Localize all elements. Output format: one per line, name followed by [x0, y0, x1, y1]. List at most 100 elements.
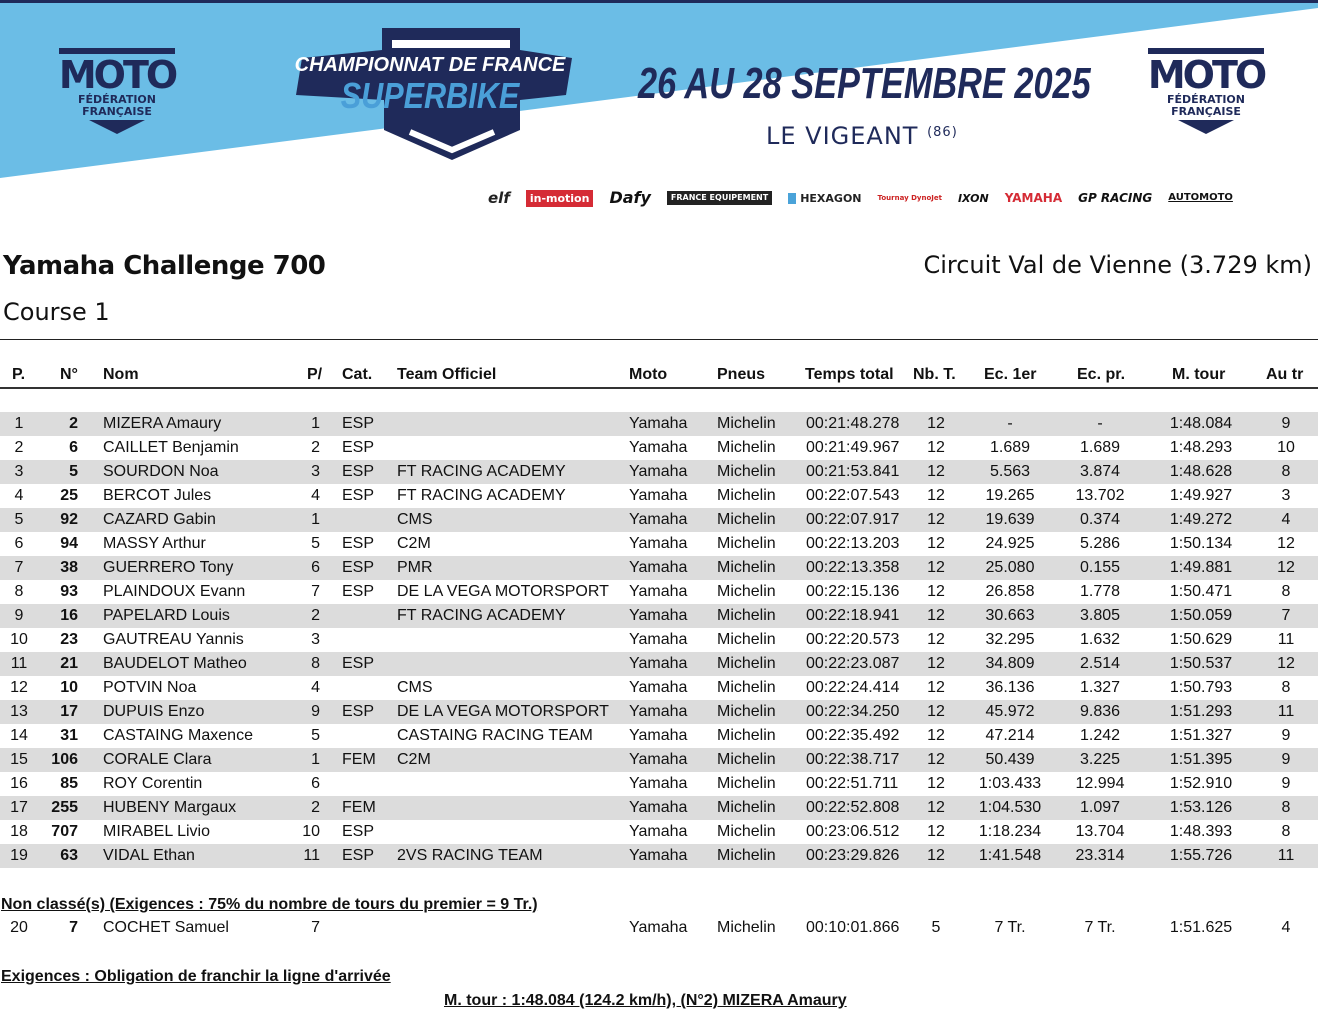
cell-gap-first: 25.080: [985, 559, 1035, 576]
cell-best-lap-number: 12: [1277, 559, 1295, 576]
cell-class-position: 5: [311, 727, 320, 744]
cell-gap-first: 5.563: [989, 463, 1031, 480]
cell-number: 255: [51, 799, 78, 816]
column-header-total-time: Temps total: [805, 366, 894, 383]
cell-gap-previous: 1.097: [1079, 799, 1121, 816]
cell-best-lap: 1:49.927: [1169, 487, 1233, 504]
cell-position: 17: [10, 799, 28, 816]
cell-laps: 12: [927, 799, 945, 816]
cell-best-lap-number: 4: [1281, 511, 1291, 528]
chevron-down-icon: [1178, 120, 1234, 135]
cell-category: ESP: [342, 487, 375, 504]
ffm-logo-sub2: FRANÇAISE: [82, 104, 152, 118]
cell-best-lap: 1:48.084: [1169, 415, 1233, 432]
cell-number: 63: [60, 847, 78, 864]
table-row: 4 25 BERCOT Jules 4 ESP FT RACING ACADEMY Yama…: [0, 484, 1318, 508]
cell-class-position: 10: [302, 823, 320, 840]
cell-total-time: 00:22:07.917: [806, 511, 900, 528]
cell-best-lap: 1:50.471: [1169, 583, 1233, 600]
cell-tyres: Michelin: [717, 583, 776, 600]
cell-best-lap: 1:50.059: [1169, 607, 1233, 624]
column-header-team: Team Officiel: [397, 366, 497, 383]
cell-number: 23: [60, 631, 78, 648]
cell-total-time: 00:22:52.808: [806, 799, 900, 816]
cell-gap-previous: 1.242: [1079, 727, 1121, 744]
cell-name: DUPUIS Enzo: [103, 703, 205, 720]
table-row: 3 5 SOURDON Noa 3 ESP FT RACING ACADEMY Yamaha…: [0, 460, 1318, 484]
cell-team: C2M: [397, 535, 431, 552]
ffm-logo-sub2: FRANÇAISE: [1171, 104, 1241, 118]
cell-best-lap-number: 8: [1281, 823, 1291, 840]
cell-best-lap: 1:50.793: [1169, 679, 1233, 696]
cell-best-lap: 1:49.881: [1169, 559, 1233, 576]
cell-gap-first: 45.972: [985, 703, 1035, 720]
cell-class-position: 4: [311, 487, 320, 504]
column-header-position: P.: [12, 366, 26, 383]
cell-tyres: Michelin: [717, 919, 776, 936]
cell-number: 106: [51, 751, 78, 768]
cell-number: 25: [60, 487, 78, 504]
cell-gap-first: 19.639: [985, 511, 1035, 528]
cell-best-lap-number: 12: [1277, 655, 1295, 672]
cell-position: 14: [10, 727, 28, 744]
table-row: 14 31 CASTAING Maxence 5 CASTAING RACING TEA…: [0, 724, 1318, 748]
cell-best-lap-number: 7: [1281, 607, 1291, 624]
cell-gap-previous: 1.689: [1079, 439, 1121, 456]
cell-gap-previous: 13.702: [1075, 487, 1125, 504]
cell-gap-previous: 3.805: [1079, 607, 1121, 624]
cell-laps: 12: [927, 775, 945, 792]
cell-category: ESP: [342, 559, 375, 576]
cell-team: DE LA VEGA MOTORSPORT: [397, 583, 609, 600]
table-row: 2 6 CAILLET Benjamin 2 ESP Yamaha Michelin 00:2…: [0, 436, 1318, 460]
venue-department: (86): [927, 125, 958, 140]
cell-bike: Yamaha: [629, 511, 688, 528]
cell-gap-previous: -: [1097, 415, 1103, 432]
cell-bike: Yamaha: [629, 631, 688, 648]
cell-category: ESP: [342, 415, 375, 432]
cell-best-lap-number: 11: [1277, 631, 1295, 648]
sponsor-logo-yamaha: YAMAHA: [1004, 191, 1063, 205]
cell-number: 38: [60, 559, 78, 576]
sponsor-logo-automoto: AUTOMOTO: [1168, 192, 1233, 203]
cell-position: 3: [14, 463, 24, 480]
cell-gap-first: 7 Tr.: [994, 919, 1026, 936]
cell-laps: 12: [927, 823, 945, 840]
cell-class-position: 2: [311, 439, 320, 456]
table-row: 1 2 MIZERA Amaury 1 ESP Yamaha Michelin 00:21:4…: [0, 412, 1318, 436]
table-row: 11 21 BAUDELOT Matheo 8 ESP Yamaha Michelin 00:…: [0, 652, 1318, 676]
cell-gap-first: 47.214: [985, 727, 1035, 744]
cell-total-time: 00:22:13.203: [806, 535, 900, 552]
cell-class-position: 3: [311, 463, 320, 480]
cell-total-time: 00:22:35.492: [806, 727, 900, 744]
banner-background: [0, 0, 1318, 178]
cell-gap-previous: 3.225: [1079, 751, 1121, 768]
cell-laps: 12: [927, 559, 945, 576]
cell-name: GAUTREAU Yannis: [103, 631, 244, 648]
chevron-down-icon: [89, 120, 145, 135]
cell-gap-previous: 5.286: [1079, 535, 1121, 552]
best-lap-note: M. tour : 1:48.084 (124.2 km/h), (N°2) M…: [444, 992, 847, 1009]
cell-position: 7: [14, 559, 24, 576]
cell-class-position: 9: [311, 703, 320, 720]
cell-name: MIRABEL Livio: [103, 823, 210, 840]
cell-best-lap-number: 10: [1277, 439, 1295, 456]
cell-tyres: Michelin: [717, 751, 776, 768]
cell-laps: 12: [927, 463, 945, 480]
cell-position: 8: [14, 583, 24, 600]
cell-name: PAPELARD Louis: [103, 607, 230, 624]
column-header-laps: Nb. T.: [913, 366, 956, 383]
sponsor-logo-hexagon: HEXAGON: [788, 192, 862, 204]
cell-number: 5: [69, 463, 78, 480]
cell-best-lap: 1:48.628: [1169, 463, 1233, 480]
venue-name: LE VIGEANT: [766, 122, 919, 150]
results-table-header: P. N° Nom P/Cat. Team Officiel Moto Pneus Temps…: [0, 364, 1318, 389]
session-title: Course 1: [3, 298, 110, 326]
cell-team: PMR: [397, 559, 433, 576]
cell-best-lap: 1:50.134: [1169, 535, 1233, 552]
sponsor-logo-elf: elf: [488, 188, 510, 207]
cell-tyres: Michelin: [717, 727, 776, 744]
cell-laps: 12: [927, 415, 945, 432]
cell-number: 2: [69, 415, 78, 432]
cell-gap-previous: 7 Tr.: [1084, 919, 1116, 936]
cell-bike: Yamaha: [629, 847, 688, 864]
